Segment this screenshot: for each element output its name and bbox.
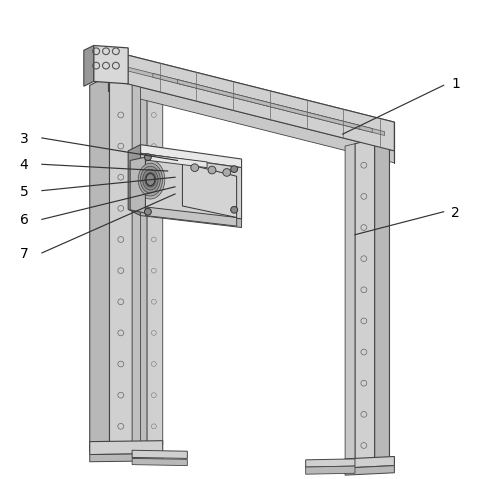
Polygon shape (306, 459, 355, 467)
Polygon shape (306, 466, 355, 474)
Polygon shape (345, 466, 394, 475)
Text: 7: 7 (20, 247, 29, 261)
Polygon shape (132, 450, 187, 458)
Polygon shape (108, 50, 394, 151)
Circle shape (191, 164, 199, 171)
Polygon shape (108, 79, 394, 163)
Ellipse shape (146, 174, 155, 186)
Polygon shape (145, 207, 237, 226)
Circle shape (231, 206, 238, 213)
Polygon shape (141, 145, 242, 168)
Polygon shape (90, 441, 163, 455)
Text: 5: 5 (20, 184, 29, 199)
Polygon shape (355, 139, 375, 470)
Circle shape (231, 166, 238, 172)
Ellipse shape (136, 160, 165, 199)
Polygon shape (147, 78, 163, 445)
Text: 3: 3 (20, 132, 29, 146)
Polygon shape (130, 157, 145, 213)
Polygon shape (153, 73, 372, 132)
Text: 1: 1 (451, 77, 460, 91)
Polygon shape (345, 456, 394, 468)
Polygon shape (90, 76, 109, 453)
Ellipse shape (142, 169, 158, 190)
Polygon shape (90, 454, 163, 462)
Polygon shape (345, 144, 355, 473)
Circle shape (144, 208, 151, 215)
Polygon shape (132, 458, 187, 466)
Ellipse shape (141, 166, 160, 193)
Polygon shape (375, 139, 389, 468)
Circle shape (223, 169, 231, 176)
Polygon shape (84, 46, 94, 86)
Circle shape (144, 154, 151, 160)
Polygon shape (109, 76, 132, 443)
Text: 6: 6 (20, 213, 29, 228)
Text: 4: 4 (20, 158, 29, 172)
Polygon shape (128, 67, 385, 136)
Polygon shape (141, 153, 242, 219)
Text: 2: 2 (451, 206, 460, 220)
Polygon shape (133, 78, 147, 452)
Polygon shape (177, 80, 360, 129)
Polygon shape (182, 163, 237, 217)
Polygon shape (108, 50, 394, 134)
Polygon shape (145, 154, 207, 168)
Ellipse shape (138, 163, 163, 196)
Polygon shape (94, 46, 128, 84)
Polygon shape (141, 207, 242, 228)
Ellipse shape (147, 175, 154, 184)
Polygon shape (132, 76, 141, 446)
Circle shape (208, 166, 216, 174)
Ellipse shape (145, 172, 156, 187)
Polygon shape (128, 145, 141, 216)
